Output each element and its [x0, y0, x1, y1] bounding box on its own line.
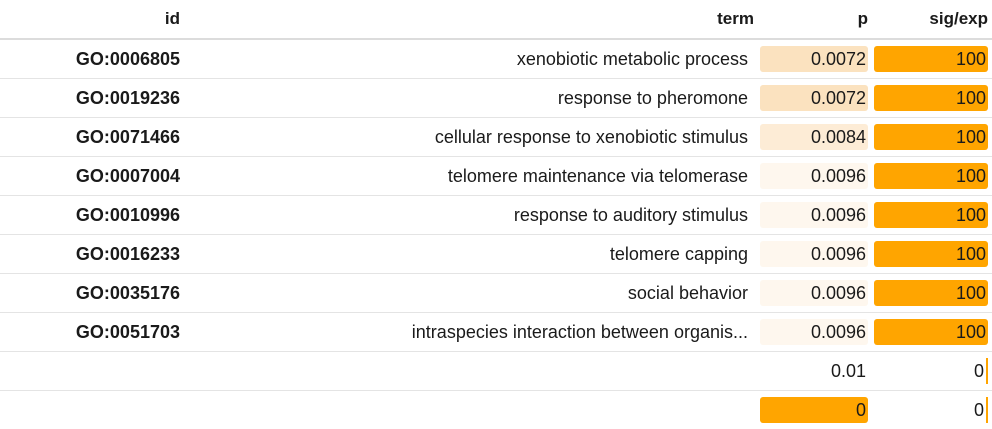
term-cell: response to pheromone	[184, 78, 758, 118]
term-cell: cellular response to xenobiotic stimulus	[184, 117, 758, 157]
go-id-cell: GO:0010996	[0, 195, 184, 235]
col-header-id[interactable]: id	[0, 0, 184, 40]
p-value-text: 0.01	[830, 361, 866, 381]
go-id-cell: GO:0019236	[0, 78, 184, 118]
col-header-sig-exp[interactable]: sig/exp	[872, 0, 992, 40]
sig-exp-cell: 100	[872, 156, 992, 196]
p-value-shade	[760, 280, 868, 306]
p-value-text: 0.0096	[810, 322, 866, 342]
p-value-cell: 0.0096	[758, 273, 872, 313]
term-cell: social behavior	[184, 273, 758, 313]
p-value-cell: 0.01	[758, 351, 872, 391]
term-cell: intraspecies interaction between organis…	[184, 312, 758, 352]
table-row[interactable]: GO:0007004 telomere maintenance via telom…	[0, 156, 992, 196]
p-value-text: 0.0096	[810, 205, 866, 225]
sig-exp-text: 100	[955, 244, 986, 264]
sig-exp-cell: 100	[872, 234, 992, 274]
term-cell: xenobiotic metabolic process	[184, 39, 758, 79]
p-value-text: 0.0072	[810, 49, 866, 69]
sig-exp-bar	[874, 163, 988, 189]
sig-exp-cell: 100	[872, 273, 992, 313]
p-value-cell: 0.0096	[758, 156, 872, 196]
sig-exp-text: 0	[973, 361, 984, 381]
table-row[interactable]: GO:0010996 response to auditory stimulus 0…	[0, 195, 992, 235]
sig-exp-text: 100	[955, 283, 986, 303]
term-cell	[184, 351, 758, 391]
p-value-shade	[760, 397, 868, 423]
sig-exp-text: 100	[955, 88, 986, 108]
p-value-text: 0.0096	[810, 244, 866, 264]
p-value-cell: 0.0084	[758, 117, 872, 157]
sig-exp-bar	[986, 397, 988, 423]
col-header-p[interactable]: p	[758, 0, 872, 40]
p-value-shade	[760, 202, 868, 228]
sig-exp-bar	[874, 46, 988, 72]
col-header-term[interactable]: term	[184, 0, 758, 40]
sig-exp-text: 100	[955, 166, 986, 186]
p-value-shade	[760, 85, 868, 111]
sig-exp-cell: 100	[872, 312, 992, 352]
sig-exp-bar	[874, 280, 988, 306]
p-value-shade	[760, 163, 868, 189]
go-id-cell	[0, 391, 184, 429]
sig-exp-cell: 100	[872, 195, 992, 235]
sig-exp-cell: 0	[872, 391, 992, 429]
sig-exp-bar	[874, 241, 988, 267]
sig-exp-text: 100	[955, 127, 986, 147]
go-id-cell: GO:0016233	[0, 234, 184, 274]
table-row[interactable]: GO:0006805 xenobiotic metabolic process 0.…	[0, 39, 992, 79]
p-value-cell: 0.0096	[758, 195, 872, 235]
p-value-cell: 0.0096	[758, 312, 872, 352]
p-value-text: 0	[855, 400, 866, 420]
table-body: GO:0006805 xenobiotic metabolic process 0.…	[0, 39, 992, 429]
sig-exp-bar	[874, 202, 988, 228]
sig-exp-bar	[874, 124, 988, 150]
p-value-text: 0.0096	[810, 283, 866, 303]
p-value-cell: 0.0072	[758, 78, 872, 118]
term-cell: telomere capping	[184, 234, 758, 274]
sig-exp-text: 100	[955, 205, 986, 225]
sig-exp-bar	[874, 319, 988, 345]
go-id-cell: GO:0006805	[0, 39, 184, 79]
p-value-shade	[760, 124, 868, 150]
sig-exp-text: 100	[955, 322, 986, 342]
table-row[interactable]: GO:0016233 telomere capping 0.0096 100	[0, 234, 992, 274]
sig-exp-text: 0	[973, 400, 984, 420]
p-value-text: 0.0072	[810, 88, 866, 108]
table-row[interactable]: GO:0035176 social behavior 0.0096 100	[0, 273, 992, 313]
go-id-cell: GO:0035176	[0, 273, 184, 313]
go-id-cell	[0, 351, 184, 391]
p-value-shade	[760, 46, 868, 72]
p-value-text: 0.0084	[810, 127, 866, 147]
sig-exp-bar	[986, 358, 988, 384]
sig-exp-bar	[874, 85, 988, 111]
p-value-shade	[760, 241, 868, 267]
term-cell: response to auditory stimulus	[184, 195, 758, 235]
sig-exp-cell: 100	[872, 117, 992, 157]
p-value-shade	[760, 319, 868, 345]
table-row[interactable]: 0.01 0	[0, 351, 992, 391]
p-value-cell: 0	[758, 391, 872, 429]
term-cell	[184, 391, 758, 429]
sig-exp-cell: 0	[872, 351, 992, 391]
table-row[interactable]: GO:0019236 response to pheromone 0.0072 100	[0, 78, 992, 118]
p-value-text: 0.0096	[810, 166, 866, 186]
go-id-cell: GO:0051703	[0, 312, 184, 352]
table-row[interactable]: GO:0071466 cellular response to xenobioti…	[0, 117, 992, 157]
p-value-cell: 0.0072	[758, 39, 872, 79]
p-value-cell: 0.0096	[758, 234, 872, 274]
sig-exp-cell: 100	[872, 39, 992, 79]
table-row[interactable]: GO:0051703 intraspecies interaction betwe…	[0, 312, 992, 352]
header-row: id term p sig/exp	[0, 0, 992, 40]
sig-exp-cell: 100	[872, 78, 992, 118]
sig-exp-text: 100	[955, 49, 986, 69]
go-id-cell: GO:0007004	[0, 156, 184, 196]
go-id-cell: GO:0071466	[0, 117, 184, 157]
term-cell: telomere maintenance via telomerase	[184, 156, 758, 196]
